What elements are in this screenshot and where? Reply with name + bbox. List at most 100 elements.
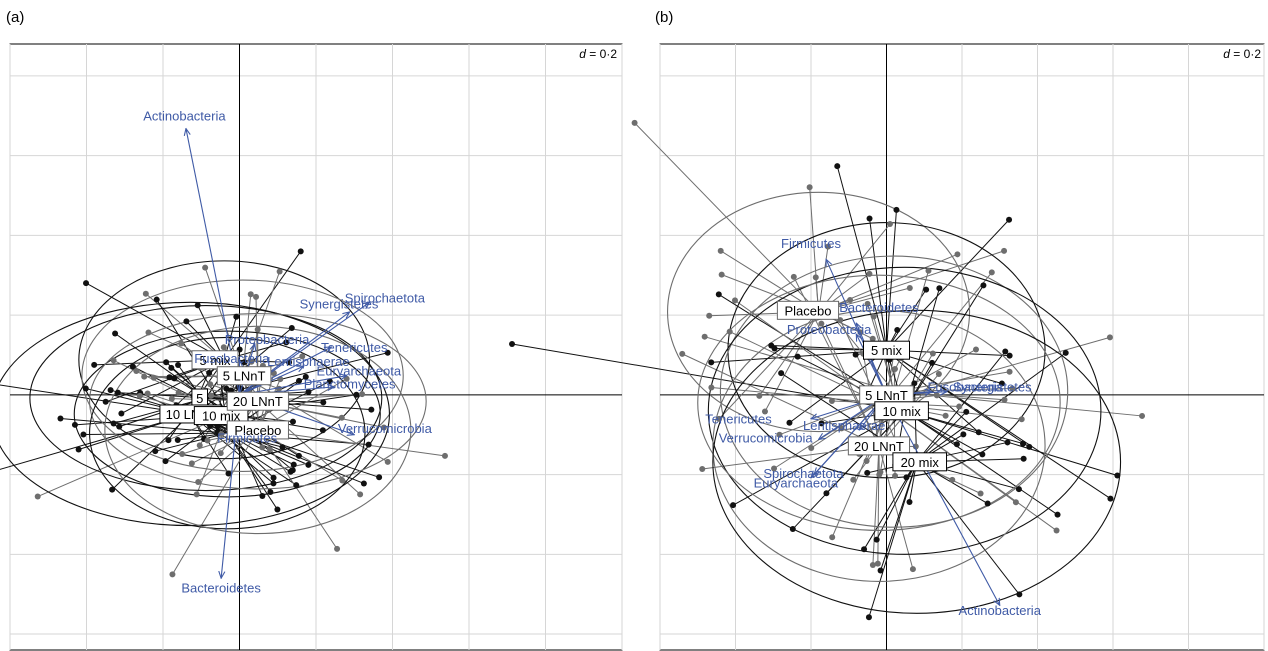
panel-a-sample-point	[299, 353, 306, 360]
panel-a-taxon-label: Euryarchaeota	[317, 364, 402, 379]
panel-b-sample-point	[877, 567, 884, 574]
panel-a-sample-point	[353, 391, 360, 398]
panel-b-sample-point	[1020, 440, 1027, 447]
panel-b-sample-point	[808, 444, 815, 451]
panel-b-group-label: Placebo	[776, 300, 840, 320]
panel-b-sample-point	[911, 380, 918, 387]
panel-a-sample-point	[368, 406, 375, 413]
panel-b-spoke	[893, 270, 929, 392]
panel-b-sample-point	[886, 221, 893, 228]
panel-a-taxon-label: Lentisphaerae	[267, 354, 349, 369]
panel-a-group-ellipse	[81, 279, 404, 472]
panel-b-group-label-text: 5 mix	[871, 343, 903, 358]
panel-a-group-label-text: 10 mix	[202, 409, 241, 424]
panel-a-group-ellipse	[29, 304, 383, 492]
panel-b-taxon-labels: Firmicutes Bacteroidetes Proteobacteria Fus…	[705, 236, 1041, 618]
panel-b-sample-point	[1139, 412, 1146, 419]
panel-b-sample-point	[936, 285, 943, 292]
panel-a-taxon-label: Tenericutes	[321, 340, 388, 355]
panel-b-sample-point	[756, 392, 763, 399]
panel-a-scale-label: d = 0·2	[564, 45, 621, 63]
panel-b-sample-point	[794, 353, 801, 360]
panel-a-taxon-label: Proteobacteria	[225, 332, 310, 347]
panel-a-sample-point	[162, 458, 169, 465]
panel-b-spoke	[880, 461, 918, 571]
panel-b-sample-point	[812, 274, 819, 281]
panel-b-sample-point	[977, 490, 984, 497]
panel-a-spoke	[83, 432, 228, 436]
panel-b-taxon-label: Actinobacteria	[959, 603, 1042, 618]
panel-a-sample-point	[270, 480, 277, 487]
panel-b-sample-point	[929, 359, 936, 366]
panel-b-sample-point	[828, 398, 835, 405]
panel-b-scale-d: d	[1223, 47, 1230, 61]
panel-a-sample-point	[202, 264, 209, 271]
panel-a-sample-point	[178, 340, 185, 347]
panel-a-group-ellipse	[73, 330, 381, 498]
panel-a-sample-point	[297, 248, 304, 255]
panel-a-sample-point	[320, 399, 327, 406]
panel-b-sample-point	[891, 366, 898, 373]
panel-b-group-label: 20 mix	[892, 452, 948, 472]
panel-a-sample-point	[82, 385, 89, 392]
panel-b-taxon-label: Fusobacteria	[927, 380, 1003, 395]
panel-a-sample-point	[302, 373, 309, 380]
panel-a-group-label: 5 mix	[191, 350, 239, 370]
panel-b-group-label-box	[874, 401, 929, 421]
panel-b-group-label: 5 mix	[863, 340, 910, 360]
panel-a-sample-point	[109, 486, 116, 493]
panel-b-sample-point	[1020, 455, 1027, 462]
panel-a-sample-point	[110, 420, 117, 427]
panel-a-sample-point	[296, 377, 303, 384]
panel-a-sample-point	[441, 452, 448, 459]
panel-a-sample-point	[34, 493, 41, 500]
panel-b-sample-point	[771, 465, 778, 472]
panel-a-sample-point	[75, 446, 82, 453]
panel-a-sample-point	[295, 452, 302, 459]
panel-a-sample-point	[110, 357, 117, 364]
panel-a-sample-point	[326, 378, 333, 385]
panel-b-taxon-label: Firmicutes	[781, 236, 841, 251]
panel-b-taxon-label: Proteobacteria	[787, 322, 872, 337]
panel-a-sample-point	[287, 468, 294, 475]
panel-b-sample-point	[864, 469, 871, 476]
panel-a-sample-point	[166, 374, 173, 381]
panel-b-sample-point	[509, 340, 516, 347]
panel-a-spoke	[205, 352, 388, 399]
panel-b-sample-point	[806, 184, 813, 191]
panel-b-group-label-text: Placebo	[784, 303, 831, 318]
panel-b-sample-point	[778, 370, 785, 377]
panel-b-sample-point	[1002, 348, 1009, 355]
panel-b-sample-point	[1009, 385, 1016, 392]
panel-b-sample-point	[1015, 486, 1022, 493]
panel-b-spoke	[682, 353, 880, 447]
panel-b-ellipses	[666, 191, 1122, 614]
panel-a-sample-point	[204, 437, 211, 444]
panel-a-sample-point	[279, 444, 286, 451]
panel-a-sample-point	[165, 437, 172, 444]
panel-b-sample-point	[1107, 495, 1114, 502]
panel-a-sample-point	[357, 491, 364, 498]
panel-b-sample-point	[718, 271, 725, 278]
panel-b-spoke	[878, 336, 1111, 404]
panel-b-sample-point	[1054, 511, 1061, 518]
panel-a-sample-point	[206, 369, 213, 376]
panel-b-scale-value: = 0·2	[1230, 47, 1261, 61]
panel-b-spoke	[820, 323, 880, 447]
panel-b-taxon-label: Bacteroidetes	[839, 300, 919, 315]
panel-a-sample-point	[276, 268, 283, 275]
panel-b-sample-point	[954, 251, 961, 258]
panel-a-group-label-text: Placebo	[234, 423, 281, 438]
panel-a-sample-point	[80, 431, 87, 438]
panel-a-spoke	[0, 384, 191, 415]
panel-a-sample-point	[152, 448, 159, 455]
panel-b-sample-point	[631, 119, 638, 126]
panel-a-sample-point	[107, 387, 114, 394]
panel-b-sample-point	[929, 350, 936, 357]
panel-b-sample-point	[869, 562, 876, 569]
panel-a-sample-point	[293, 482, 300, 489]
panel-b-sample-point	[838, 425, 845, 432]
panel-a-sample-point	[91, 361, 98, 368]
panel-a-spoke	[190, 413, 274, 484]
